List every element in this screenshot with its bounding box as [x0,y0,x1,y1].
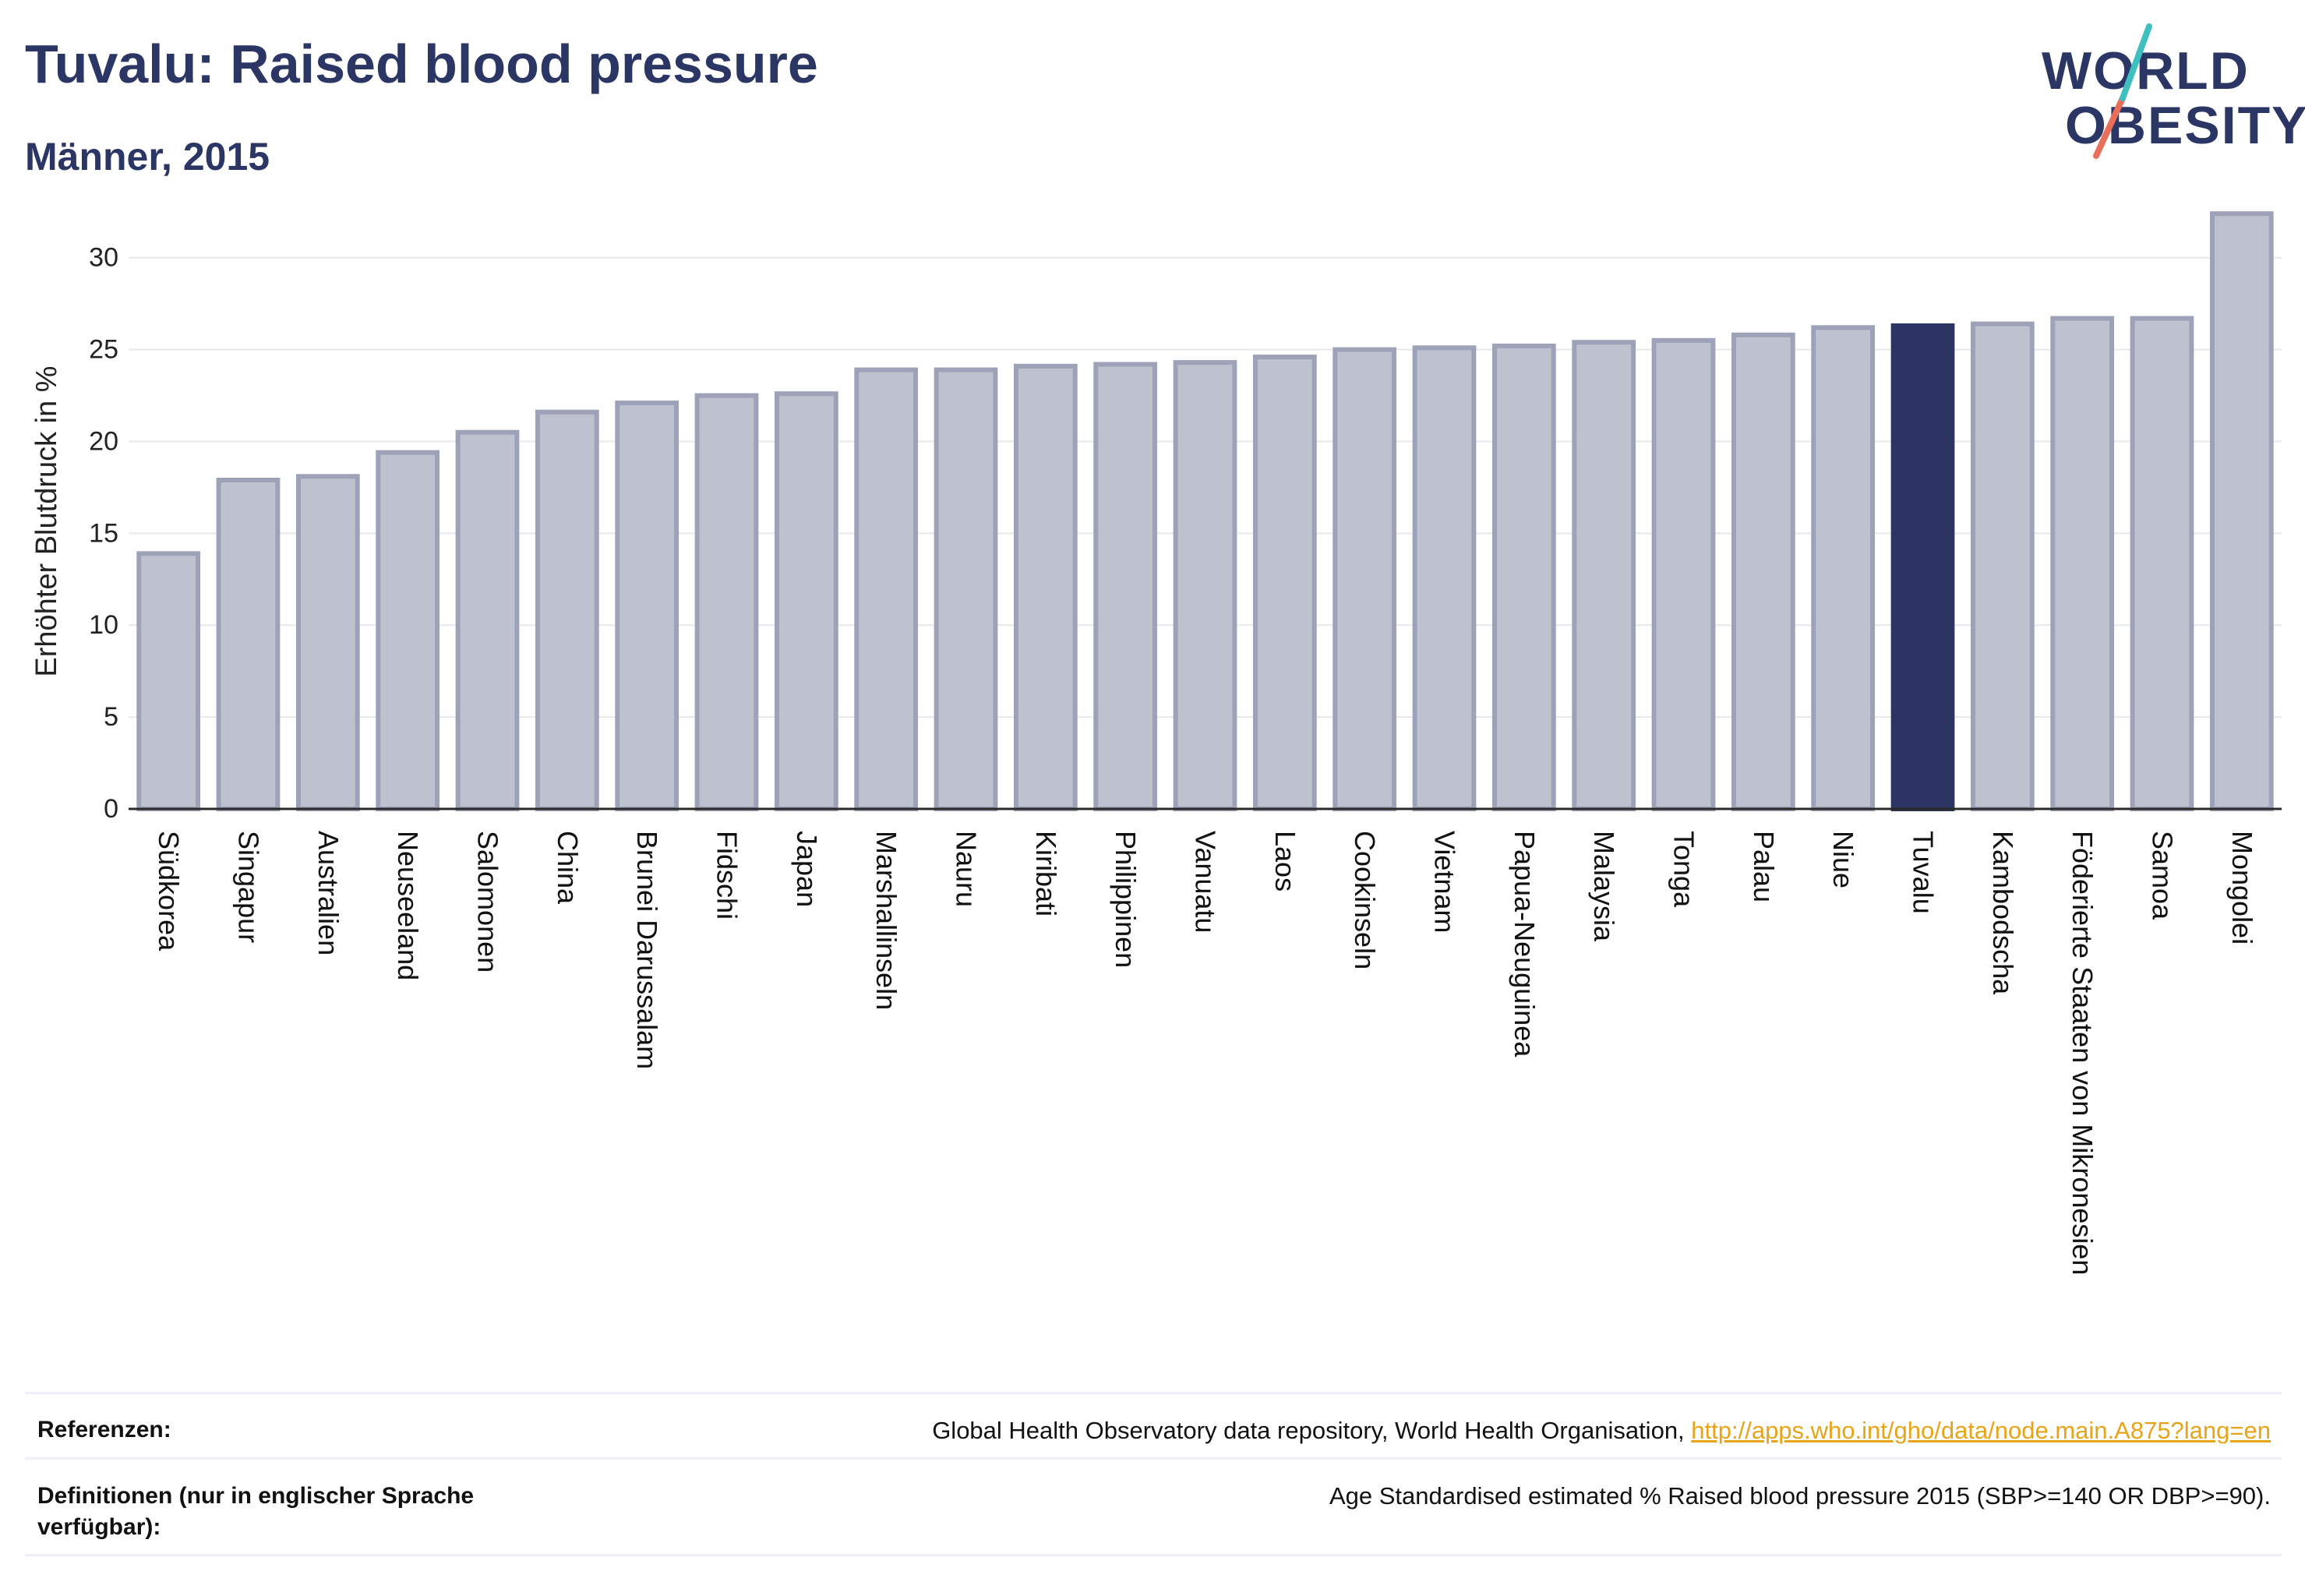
x-tick-label: Tonga [1668,831,1700,908]
chart-subtitle: Männer, 2015 [25,135,270,178]
x-tick-label: Brunei Darussalam [631,831,663,1069]
bar [694,393,759,811]
x-tick-label: Palau [1748,831,1780,902]
bar [1173,360,1237,812]
definitions-label: Definitionen (nur in englischer Sprache … [37,1483,475,1540]
x-tick-label: Australien [312,831,344,955]
bar [854,367,919,812]
bar [535,409,599,811]
bar [136,551,201,812]
x-tick-label: Japan [791,831,823,907]
bar-chart: 0 5 10 15 20 25 30 Erhöhter Blutdruck in % Südko… [30,211,2282,1275]
references-label: Referenzen: [37,1417,171,1442]
references-source: Global Health Observatory data repositor… [932,1417,1692,1444]
x-tick-label: Föderierte Staaten von Mikronesien [2067,831,2099,1275]
bar [1651,337,1716,811]
x-tick-label: Vanuatu [1190,831,1222,933]
x-tick-label: Malaysia [1588,831,1620,942]
chart-title: Tuvalu: Raised blood pressure [25,34,818,94]
x-tick-label: Tuvalu [1908,831,1940,914]
bar [1970,321,2035,812]
bar [1252,355,1317,811]
logo-word-obesity: OBESITY [2065,96,2305,155]
x-tick-label: Cookinseln [1349,831,1381,969]
x-tick-label: Neuseeland [392,831,424,980]
x-tick-label: Singapur [233,831,265,943]
y-axis-title: Erhöhter Blutdruck in % [30,365,63,676]
bar [615,400,679,811]
bar [1811,325,1876,812]
bar [1333,347,1397,811]
references-text: Global Health Observatory data repositor… [932,1417,2271,1445]
bar [1572,340,1636,811]
x-tick-label: Mongolei [2226,831,2258,945]
x-tick-label: China [552,831,584,905]
bar [1412,345,1477,811]
footer-divider [25,1554,2282,1556]
bar [1491,343,1556,811]
bar [295,474,360,812]
bar [1093,362,1158,811]
bar [2130,316,2194,811]
y-tick-label: 20 [89,426,118,456]
x-tick-label: Papua-Neuguinea [1509,831,1541,1058]
bar [934,367,998,812]
logo-word-world: WORLD [2042,41,2250,101]
bar [1013,363,1078,812]
x-tick-label: Südkorea [153,831,185,952]
x-tick-label: Salomonen [472,831,504,973]
x-tick-label: Samoa [2147,831,2179,920]
y-tick-label: 10 [89,610,118,640]
footer-divider [25,1457,2282,1460]
y-tick-label: 30 [89,243,118,273]
x-tick-label: Fidschi [711,831,743,920]
x-tick-label: Niue [1827,831,1859,888]
x-tick-label: Nauru [951,831,983,907]
world-obesity-logo: WORLD OBESITY [2026,23,2305,164]
definitions-text: Age Standardised estimated % Raised bloo… [1329,1482,2271,1509]
footer-divider [25,1392,2282,1394]
bar [2209,211,2274,811]
logo-slash-icon [2093,23,2152,159]
y-tick-label: 25 [89,335,118,365]
y-tick-label: 0 [104,794,118,824]
y-tick-label: 15 [89,518,118,548]
bar [376,450,440,811]
x-tick-label: Marshallinseln [870,831,902,1010]
x-tick-label: Vietnam [1429,831,1461,933]
x-tick-label: Philippinen [1110,831,1142,968]
y-tick-label: 5 [104,702,118,732]
x-tick-label: Laos [1269,831,1301,892]
bar [774,391,838,811]
x-tick-label: Kambodscha [1987,831,2019,995]
x-tick-label: Kiribati [1030,831,1062,916]
references-link[interactable]: http://apps.who.int/gho/data/node.main.A… [1691,1417,2271,1444]
bar [455,429,520,811]
bar [2050,316,2115,811]
bar [216,477,281,812]
bar [1731,332,1795,811]
bar-highlight [1890,323,1955,811]
